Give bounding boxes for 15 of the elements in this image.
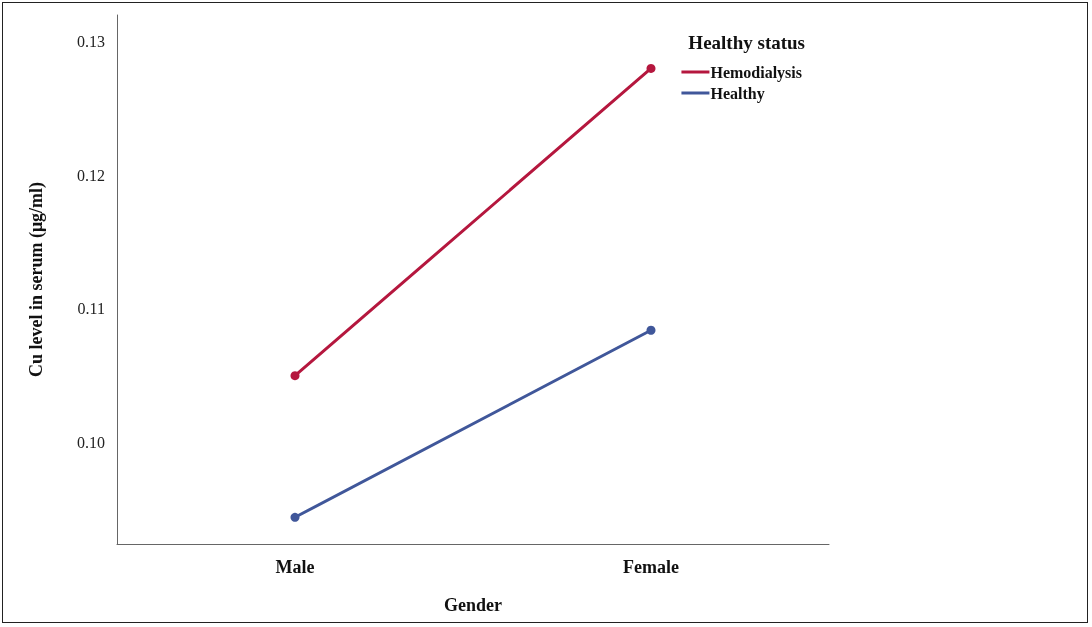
y-axis-title: Cu level in serum (μg/ml) (26, 181, 47, 378)
legend-title: Healthy status (688, 32, 806, 53)
legend-label: Healthy (710, 84, 765, 103)
y-tick-label: 0.10 (77, 433, 105, 451)
y-tick-label: 0.12 (77, 166, 105, 184)
x-axis-title: Gender (444, 595, 502, 615)
x-tick-label: Male (275, 557, 315, 577)
point (290, 371, 300, 381)
y-tick-label: 0.11 (77, 300, 105, 318)
legend-label: Hemodialysis (710, 63, 802, 82)
x-tick-label: Female (623, 557, 679, 577)
point (646, 325, 656, 335)
y-tick-label: 0.13 (77, 33, 105, 51)
point (290, 512, 300, 522)
point (646, 63, 656, 73)
